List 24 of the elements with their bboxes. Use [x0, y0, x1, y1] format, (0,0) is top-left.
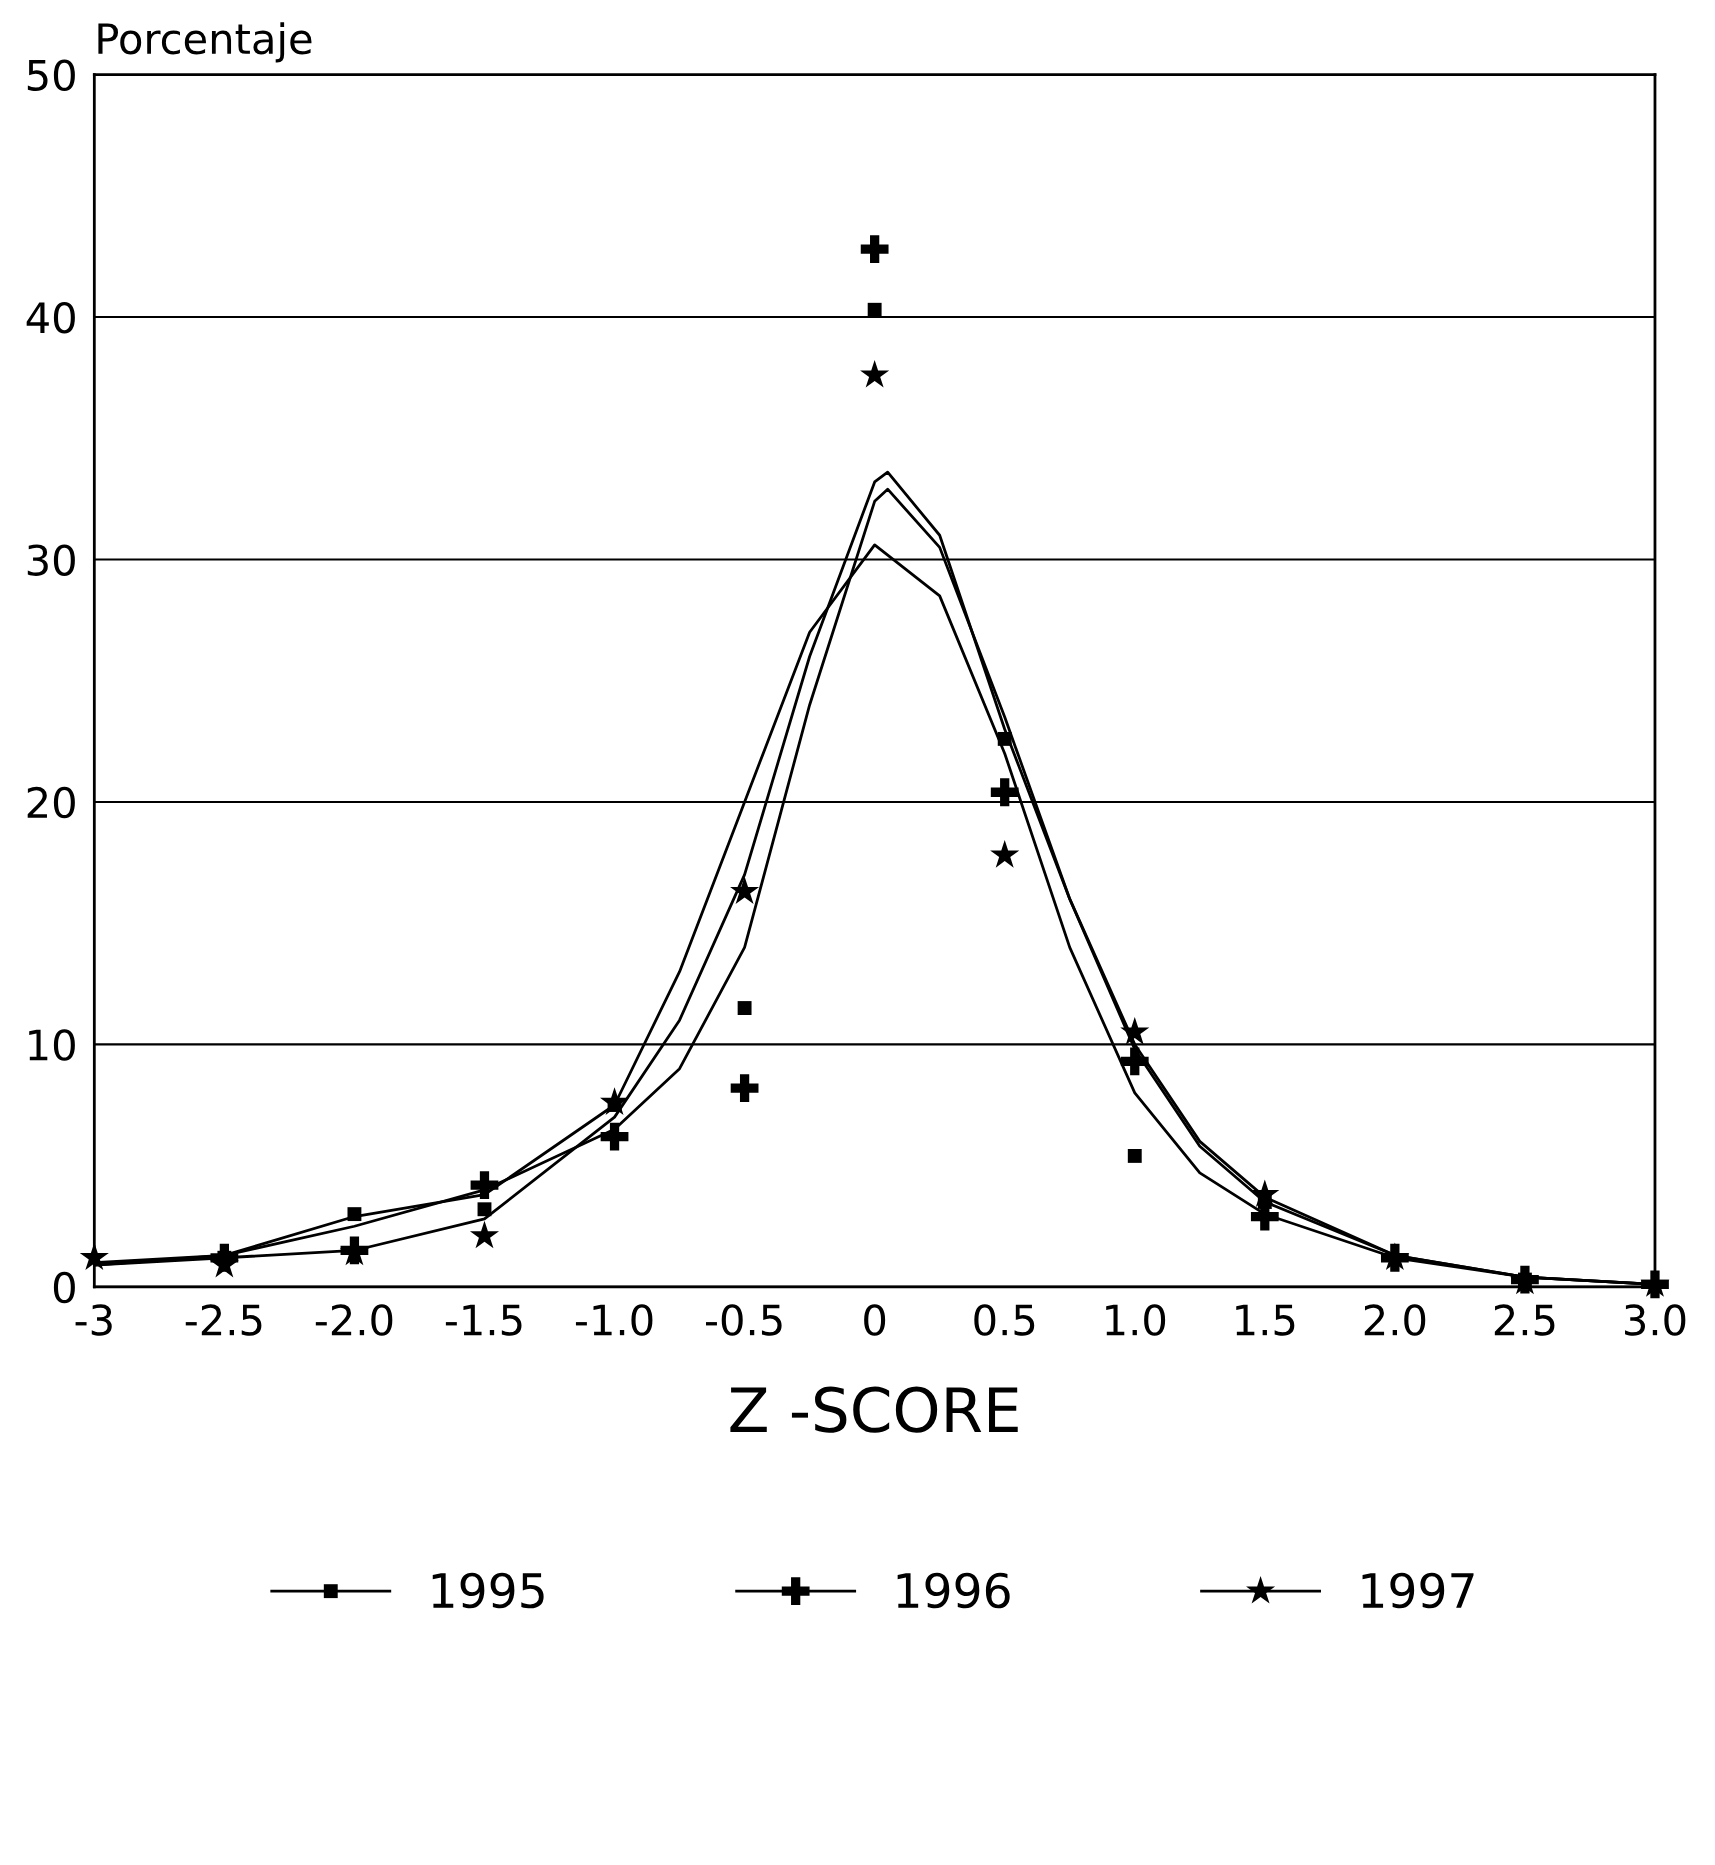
legend-label: 1997 [1362, 1572, 1474, 1609]
x-tick-label: -2.5 [185, 1304, 262, 1336]
y-tick-label: 20 [27, 786, 75, 819]
x-tick-label: -1.0 [575, 1304, 653, 1336]
x-tick-label: -2.0 [315, 1304, 393, 1336]
y-tick-label: 10 [29, 1029, 75, 1061]
x-tick-label: -1.5 [445, 1304, 522, 1336]
y-tick-label: 50 [27, 59, 75, 92]
y-tick-label: 0 [53, 1271, 75, 1304]
x-tick-label: 2.0 [1364, 1304, 1426, 1336]
x-tick-label: -0.5 [705, 1304, 782, 1336]
x-tick-label: -3 [75, 1304, 112, 1336]
legend-label: 1995 [432, 1572, 544, 1609]
y-tick-label: 30 [27, 544, 75, 576]
y-tick-label: 40 [26, 301, 75, 334]
legend-label: 1996 [897, 1572, 1010, 1609]
y-axis-title: Porcentaje [98, 22, 312, 63]
x-tick-label: 2.5 [1494, 1304, 1555, 1336]
x-tick-label: 0.5 [974, 1304, 1035, 1336]
x-tick-label: 3.0 [1625, 1304, 1686, 1336]
x-tick-label: 1.0 [1106, 1304, 1166, 1336]
x-axis-title: Z -SCORE [730, 1386, 1018, 1433]
x-tick-label: 0 [864, 1304, 886, 1336]
x-tick-label: 1.5 [1236, 1304, 1295, 1336]
